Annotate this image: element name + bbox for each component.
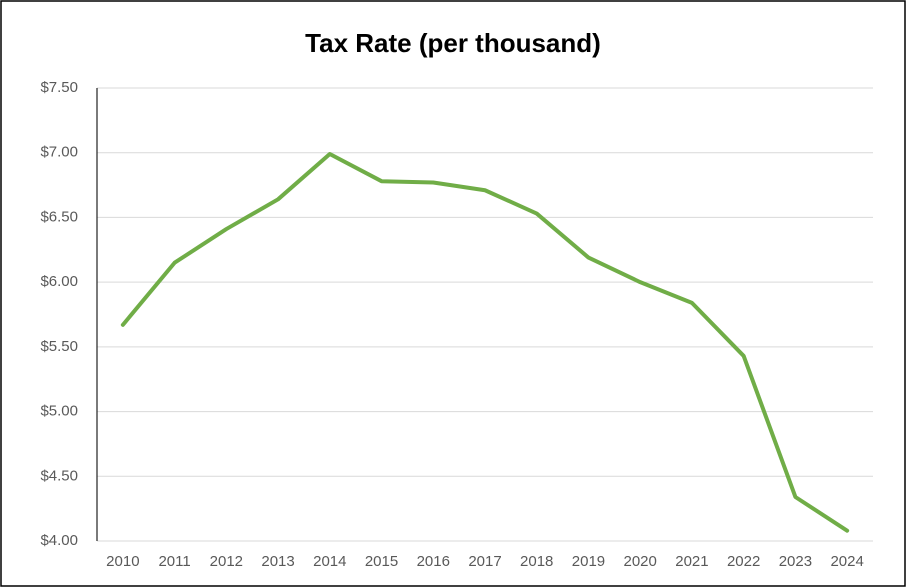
y-tick-label: $5.00 <box>40 403 78 420</box>
x-tick-label: 2014 <box>313 553 346 570</box>
x-tick-label: 2022 <box>727 553 760 570</box>
x-tick-label: 2015 <box>365 553 398 570</box>
data-line <box>120 152 850 533</box>
x-tick-label: 2011 <box>158 553 190 570</box>
y-tick-label: $7.00 <box>40 144 78 161</box>
x-tick-label: 2016 <box>417 553 450 570</box>
x-tick-label: 2024 <box>830 553 863 570</box>
y-tick-label: $5.50 <box>40 338 78 355</box>
y-tick-label: $4.50 <box>40 467 78 484</box>
x-tick-label: 2019 <box>572 553 605 570</box>
x-tick-label: 2020 <box>624 553 657 570</box>
x-tick-label: 2017 <box>468 553 501 570</box>
y-tick-label: $6.00 <box>40 273 78 290</box>
x-tick-label: 2023 <box>779 553 812 570</box>
x-tick-label: 2013 <box>261 553 294 570</box>
y-tick-label: $7.50 <box>40 79 78 96</box>
y-tick-label: $6.50 <box>40 208 78 225</box>
x-tick-label: 2018 <box>520 553 553 570</box>
x-tick-label: 2021 <box>675 553 708 570</box>
x-tick-label: 2010 <box>106 553 139 570</box>
y-tick-label: $4.00 <box>40 532 78 549</box>
x-tick-label: 2012 <box>210 553 243 570</box>
chart-title: Tax Rate (per thousand) <box>305 28 601 58</box>
